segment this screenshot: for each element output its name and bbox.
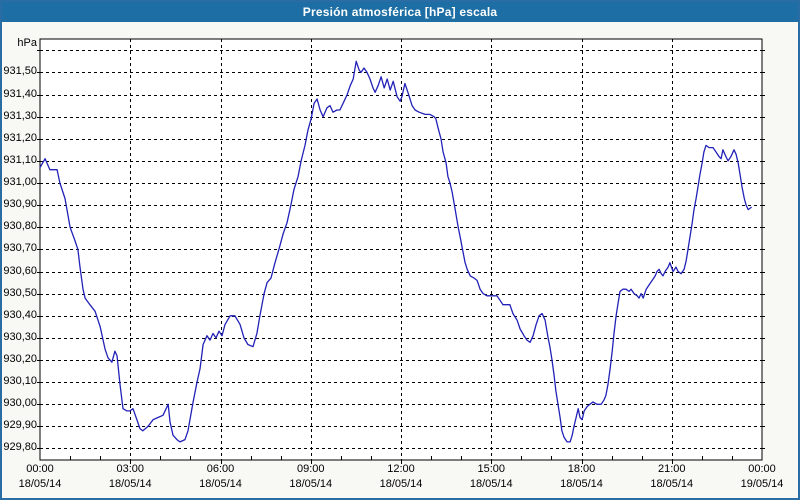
x-tick-date-label: 18/05/14 [199,478,242,490]
x-tick-date-label: 18/05/14 [379,478,423,490]
y-tick-label: 930,70 [3,242,37,255]
y-tick-label: 930,00 [3,397,37,410]
plot-area [37,38,765,464]
y-tick-label: 930,20 [3,353,37,365]
chart-title-bar: Presión atmosférica [hPa] escala [2,2,798,22]
y-tick-label: 930,50 [3,286,37,299]
x-tick-date-label: 18/05/14 [18,478,62,490]
x-tick-date-label: 18/05/14 [650,478,694,490]
pressure-line [39,60,752,443]
chart-canvas: hPa 931,50 931,40 931,30 931,20 931,10 931,00… [2,22,798,498]
x-tick-time-label: 12:00 [387,463,415,475]
x-tick-time-label: 15:00 [477,463,506,475]
x-tick-time-label: 00:00 [26,463,54,475]
y-tick-label: 930,60 [3,264,37,277]
x-tick-date-label: 18/05/14 [469,478,513,490]
x-tick-date-label: 18/05/14 [289,478,333,490]
y-tick-label: 931,40 [3,87,37,100]
y-tick-label: 929,90 [3,419,37,432]
x-tick-date-label: 18/05/14 [560,478,603,490]
y-tick-label: 930,80 [3,220,37,233]
y-tick-label: 931,30 [3,109,37,122]
y-tick-label: 931,20 [3,131,37,144]
x-tick-date-label: 18/05/14 [108,478,152,490]
y-tick-label: 931,00 [3,176,37,189]
x-tick-time-label: 21:00 [657,463,686,475]
y-tick-label: 930,40 [3,308,37,321]
y-tick-label: 930,30 [3,330,37,343]
y-tick-label: 931,50 [3,65,37,78]
x-tick-time-label: 03:00 [116,463,145,475]
y-tick-label: 930,10 [3,375,37,388]
y-tick-label: 931,10 [3,153,37,166]
y-tick-label: 930,90 [3,198,37,211]
x-tick-time-label: 06:00 [206,463,235,475]
x-tick-time-label: 18:00 [567,463,596,475]
x-tick-time-label: 09:00 [296,463,325,475]
y-tick-label: 929,80 [3,441,37,454]
chart-title: Presión atmosférica [hPa] escala [302,5,498,19]
x-tick-time-label: 00:00 [748,463,776,475]
y-axis-unit-label: hPa [17,37,37,49]
x-tick-date-label: 19/05/14 [740,478,784,490]
